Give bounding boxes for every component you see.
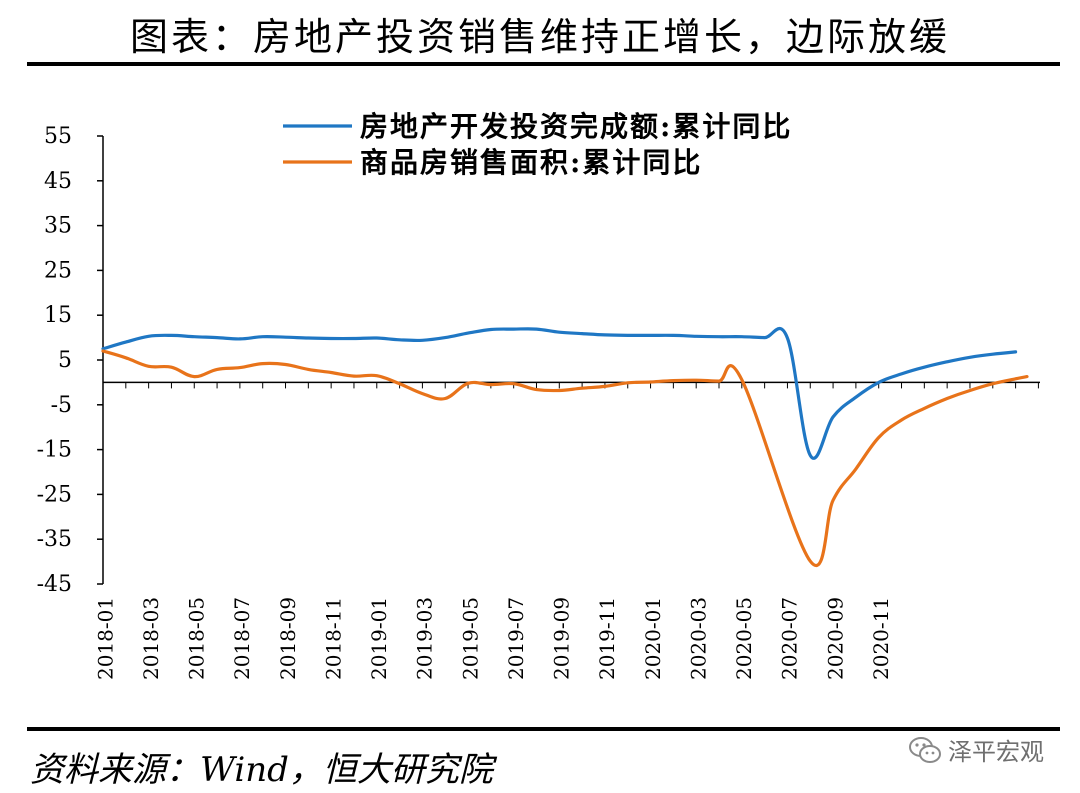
x-tick-label: 2020-03 — [686, 597, 710, 680]
x-tick-label: 2019-09 — [550, 597, 574, 680]
x-tick-label: 2020-01 — [641, 597, 665, 680]
axes: 55 45 35 25 15 5 -5 -15 -25 -35 -45 2018-01 2018-03 2… — [37, 124, 1040, 680]
x-tick-label: 2018-09 — [276, 597, 300, 680]
y-tick-label: 55 — [44, 124, 72, 149]
y-tick-label: -5 — [51, 393, 72, 418]
watermark: 泽平宏观 — [908, 732, 1044, 767]
legend-label-1: 房地产开发投资完成额:累计同比 — [360, 110, 792, 143]
series-line-2 — [101, 349, 1029, 567]
x-tick-label: 2018-03 — [139, 597, 163, 680]
x-tick-label: 2019-05 — [458, 597, 482, 680]
x-tick-label: 2019-03 — [413, 597, 437, 680]
series-line-1 — [101, 327, 1018, 460]
x-tick-label: 2019-01 — [367, 597, 391, 680]
bottom-rule — [27, 727, 1060, 731]
y-tick-label: 5 — [58, 348, 72, 373]
line-chart: 55 45 35 25 15 5 -5 -15 -25 -35 -45 2018-01 2018-03 2… — [37, 110, 1040, 680]
x-tick-label: 2020-09 — [823, 597, 847, 680]
x-tick-label: 2020-07 — [778, 597, 802, 680]
legend-label-2: 商品房销售面积:累计同比 — [360, 146, 702, 179]
y-tick-label: -25 — [37, 482, 72, 507]
y-tick-label: 35 — [44, 214, 72, 239]
series-layer — [101, 327, 1029, 567]
x-tick-label: 2018-05 — [185, 597, 209, 680]
x-tick-label: 2018-11 — [321, 597, 345, 680]
y-tick-label: -35 — [37, 527, 72, 552]
x-tick-label: 2019-11 — [595, 597, 619, 680]
x-tick-label: 2020-05 — [732, 597, 756, 680]
top-rule — [27, 62, 1060, 66]
watermark-text: 泽平宏观 — [948, 738, 1044, 766]
x-tick-label: 2018-07 — [230, 597, 254, 680]
y-tick-label: -15 — [37, 438, 72, 463]
source-note: 资料来源：Wind，恒大研究院 — [30, 750, 493, 790]
x-tick-label: 2019-07 — [504, 597, 528, 680]
x-tick-label: 2018-01 — [93, 597, 117, 680]
y-tick-label: 45 — [44, 169, 72, 194]
y-tick-label: -45 — [37, 572, 72, 597]
chart-title: 图表：房地产投资销售维持正增长，边际放缓 — [129, 15, 950, 59]
x-tick-label: 2020-11 — [869, 597, 893, 680]
y-tick-label: 15 — [44, 303, 72, 328]
wechat-icon — [909, 736, 941, 763]
y-tick-label: 25 — [44, 258, 72, 283]
